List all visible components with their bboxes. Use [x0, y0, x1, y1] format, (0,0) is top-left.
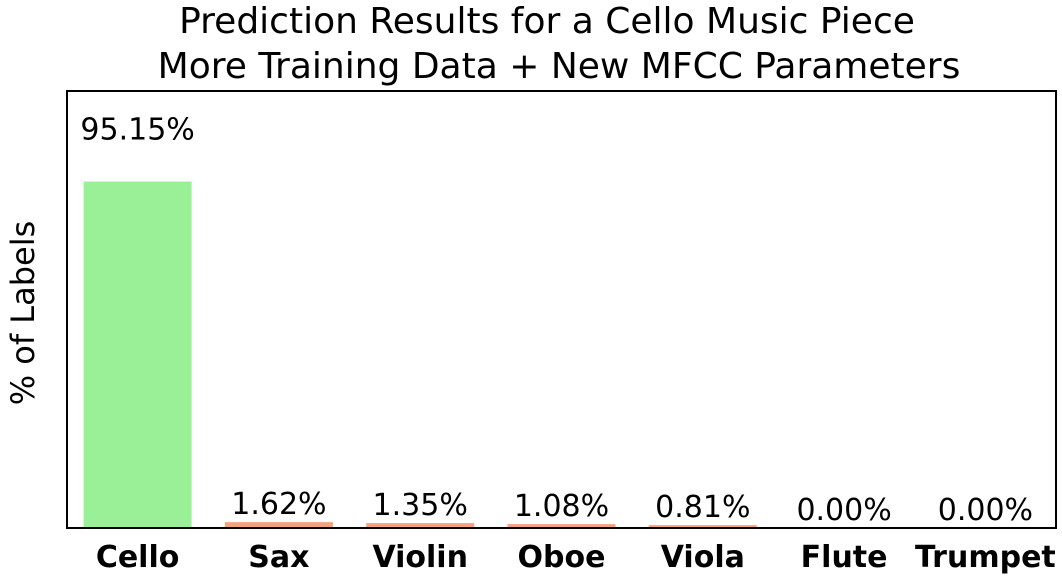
bar-sax [224, 522, 333, 528]
x-tick-label-violin: Violin [372, 540, 468, 575]
x-tick-label-oboe: Oboe [518, 540, 606, 575]
bar-cello [83, 181, 192, 528]
data-labels-group: 95.15% 1.62% 1.35% 1.08% 0.81% 0.00% 0.00% [80, 113, 1033, 529]
data-label-sax: 1.62% [231, 487, 326, 522]
x-tick-labels-group: Cello Sax Violin Oboe Viola Flute Trumpet [96, 540, 1056, 575]
data-label-cello: 95.15% [80, 113, 194, 148]
plot-area-frame [66, 90, 1057, 529]
bar-oboe [507, 524, 616, 528]
y-axis-label: % of Labels [4, 221, 42, 406]
data-label-violin: 1.35% [373, 488, 468, 523]
bar-violin [366, 523, 475, 528]
data-label-flute: 0.00% [796, 493, 891, 528]
data-label-oboe: 1.08% [514, 489, 609, 524]
x-tick-label-flute: Flute [801, 540, 888, 575]
data-label-trumpet: 0.00% [938, 493, 1033, 528]
x-tick-label-viola: Viola [661, 540, 745, 575]
x-tick-label-sax: Sax [248, 540, 309, 575]
x-tick-label-trumpet: Trumpet [915, 540, 1056, 575]
data-label-viola: 0.81% [655, 490, 750, 525]
chart-subtitle: More Training Data + New MFCC Parameters [158, 46, 961, 87]
bar-viola [648, 525, 757, 528]
bars-group [83, 181, 757, 528]
x-tick-label-cello: Cello [96, 540, 180, 575]
chart-title: Prediction Results for a Cello Music Pie… [179, 1, 915, 42]
